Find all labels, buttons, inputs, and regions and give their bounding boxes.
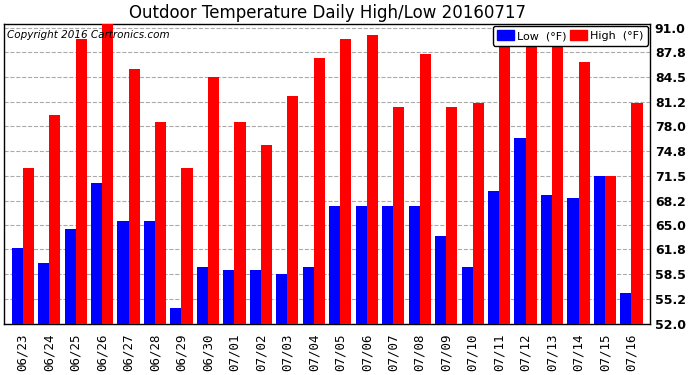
Bar — [128, 69, 139, 324]
Bar — [473, 104, 484, 324]
Bar — [250, 270, 261, 324]
Bar — [526, 27, 537, 324]
Bar — [208, 77, 219, 324]
Bar — [605, 176, 616, 324]
Bar — [91, 183, 102, 324]
Bar — [76, 39, 87, 324]
Bar — [355, 206, 367, 324]
Bar — [567, 198, 578, 324]
Bar — [488, 191, 499, 324]
Title: Outdoor Temperature Daily High/Low 20160717: Outdoor Temperature Daily High/Low 20160… — [128, 4, 526, 22]
Legend: Low  (°F), High  (°F): Low (°F), High (°F) — [493, 26, 648, 46]
Bar — [420, 54, 431, 324]
Bar — [393, 107, 404, 324]
Bar — [499, 27, 510, 324]
Bar — [144, 221, 155, 324]
Bar — [578, 62, 590, 324]
Bar — [23, 168, 34, 324]
Bar — [329, 206, 340, 324]
Text: Copyright 2016 Cartronics.com: Copyright 2016 Cartronics.com — [8, 30, 170, 40]
Bar — [408, 206, 420, 324]
Bar — [367, 35, 378, 324]
Bar — [435, 236, 446, 324]
Bar — [462, 267, 473, 324]
Bar — [170, 308, 181, 324]
Bar — [102, 20, 113, 324]
Bar — [155, 122, 166, 324]
Bar — [64, 229, 76, 324]
Bar — [620, 293, 631, 324]
Bar — [382, 206, 393, 324]
Bar — [38, 263, 49, 324]
Bar — [303, 267, 314, 324]
Bar — [197, 267, 208, 324]
Bar — [49, 115, 60, 324]
Bar — [235, 122, 246, 324]
Bar — [224, 270, 235, 324]
Bar — [117, 221, 128, 324]
Bar — [594, 176, 605, 324]
Bar — [276, 274, 287, 324]
Bar — [12, 248, 23, 324]
Bar — [446, 107, 457, 324]
Bar — [314, 58, 325, 324]
Bar — [340, 39, 351, 324]
Bar — [631, 104, 642, 324]
Bar — [261, 145, 272, 324]
Bar — [287, 96, 299, 324]
Bar — [541, 195, 552, 324]
Bar — [552, 27, 563, 324]
Bar — [515, 138, 526, 324]
Bar — [181, 168, 193, 324]
